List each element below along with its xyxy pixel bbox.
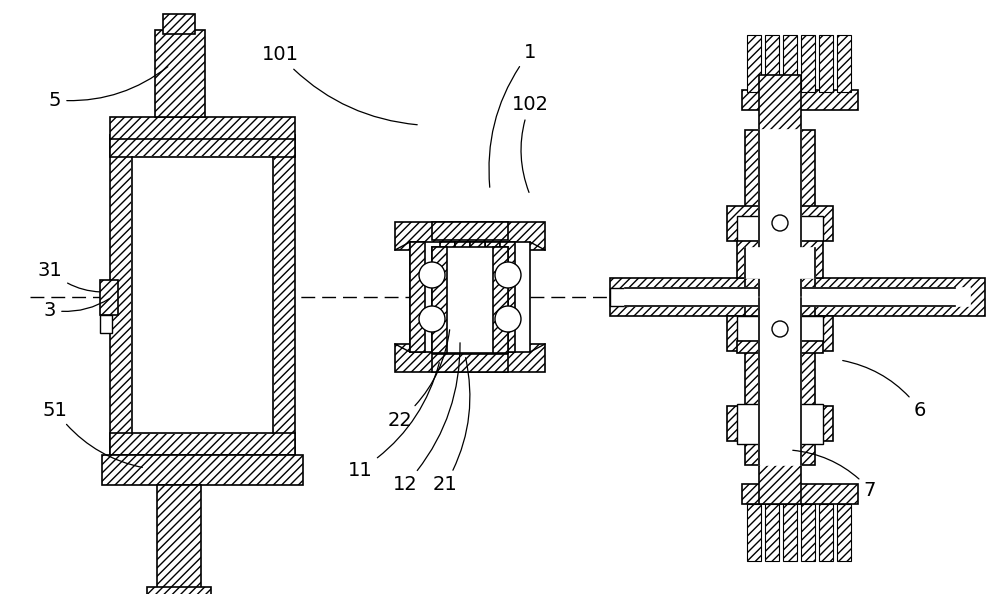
Bar bbox=[819, 504, 833, 561]
Bar bbox=[493, 247, 508, 353]
Bar bbox=[801, 504, 815, 561]
Bar bbox=[745, 248, 815, 278]
Bar bbox=[745, 297, 815, 465]
Bar bbox=[742, 90, 858, 110]
Bar bbox=[102, 455, 303, 485]
Bar bbox=[110, 117, 295, 139]
Text: 51: 51 bbox=[43, 400, 142, 467]
Bar bbox=[737, 404, 823, 444]
Bar bbox=[110, 135, 295, 157]
Bar bbox=[455, 242, 470, 352]
Bar bbox=[147, 587, 211, 594]
Bar bbox=[737, 241, 823, 278]
Bar bbox=[432, 247, 447, 353]
Bar bbox=[132, 157, 273, 433]
Bar bbox=[432, 222, 508, 240]
Bar bbox=[737, 341, 823, 353]
Bar bbox=[727, 316, 833, 351]
Bar bbox=[783, 504, 797, 561]
Bar bbox=[432, 247, 508, 353]
Bar bbox=[837, 35, 851, 92]
Circle shape bbox=[419, 306, 445, 332]
Text: 1: 1 bbox=[489, 43, 536, 187]
Bar bbox=[395, 344, 545, 372]
Bar bbox=[783, 35, 797, 92]
Text: 102: 102 bbox=[512, 96, 548, 192]
Bar bbox=[110, 433, 295, 455]
Text: 7: 7 bbox=[793, 450, 876, 500]
Text: 21: 21 bbox=[433, 358, 470, 494]
Circle shape bbox=[772, 321, 788, 337]
Text: 101: 101 bbox=[262, 46, 417, 125]
Circle shape bbox=[495, 262, 521, 288]
Text: 12: 12 bbox=[393, 343, 460, 494]
Bar bbox=[727, 206, 833, 241]
Bar bbox=[110, 135, 132, 455]
Bar bbox=[155, 30, 205, 117]
Text: 11: 11 bbox=[348, 363, 439, 479]
Bar bbox=[163, 14, 195, 34]
Bar bbox=[610, 288, 628, 306]
Text: 6: 6 bbox=[843, 361, 926, 419]
Text: 5: 5 bbox=[49, 67, 168, 109]
Bar bbox=[759, 130, 801, 297]
Bar bbox=[485, 242, 500, 352]
Bar bbox=[470, 242, 485, 352]
Bar bbox=[801, 35, 815, 92]
Bar bbox=[759, 75, 801, 133]
Text: 3: 3 bbox=[44, 299, 110, 320]
Bar bbox=[837, 504, 851, 561]
Circle shape bbox=[419, 262, 445, 288]
Bar bbox=[273, 135, 295, 455]
Bar bbox=[410, 242, 425, 352]
Bar bbox=[737, 216, 823, 241]
Bar bbox=[765, 504, 779, 561]
Bar bbox=[100, 280, 118, 315]
Bar bbox=[500, 242, 515, 352]
Bar bbox=[485, 242, 530, 352]
Bar bbox=[410, 242, 455, 352]
Bar bbox=[157, 485, 201, 594]
Bar bbox=[610, 278, 985, 316]
Bar bbox=[747, 504, 761, 561]
Circle shape bbox=[495, 306, 521, 332]
Bar bbox=[759, 442, 801, 504]
Bar bbox=[440, 242, 455, 352]
Bar bbox=[742, 484, 858, 504]
Bar bbox=[765, 35, 779, 92]
Text: 31: 31 bbox=[38, 261, 100, 292]
Bar bbox=[100, 315, 112, 333]
Circle shape bbox=[772, 215, 788, 231]
Bar bbox=[727, 406, 833, 441]
Bar bbox=[395, 222, 545, 250]
Bar bbox=[737, 316, 823, 341]
Bar bbox=[432, 354, 508, 372]
Text: 22: 22 bbox=[388, 330, 450, 429]
Bar bbox=[759, 297, 801, 465]
Bar bbox=[455, 242, 485, 352]
Bar bbox=[747, 35, 761, 92]
Bar bbox=[745, 130, 815, 297]
Bar bbox=[819, 35, 833, 92]
Bar bbox=[625, 288, 970, 306]
